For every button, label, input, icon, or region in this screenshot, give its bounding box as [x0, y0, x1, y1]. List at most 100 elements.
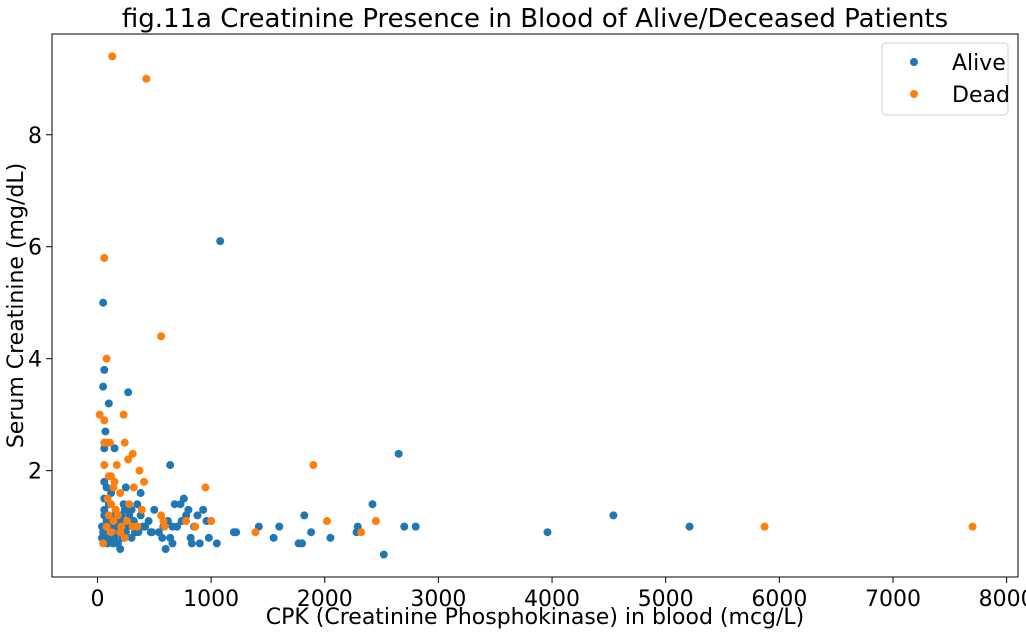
- y-tick-label: 8: [28, 124, 42, 149]
- data-point-dead: [107, 500, 116, 509]
- data-point-alive: [232, 528, 241, 537]
- plot-area-frame: [51, 33, 1019, 578]
- data-point-alive: [195, 539, 204, 548]
- data-point-dead: [182, 517, 191, 526]
- data-point-alive: [124, 388, 133, 397]
- data-point-alive: [133, 500, 142, 509]
- legend: Alive Dead: [881, 42, 1010, 116]
- data-point-dead: [113, 511, 122, 520]
- data-point-alive: [298, 539, 307, 548]
- data-point-alive: [187, 539, 196, 548]
- x-tick-label: 8000: [979, 587, 1026, 612]
- data-point-alive: [275, 522, 284, 531]
- data-point-alive: [150, 505, 159, 514]
- data-point-dead: [120, 438, 129, 447]
- data-point-dead: [102, 522, 111, 531]
- data-point-alive: [144, 517, 153, 526]
- data-point-dead: [128, 449, 137, 458]
- data-point-dead: [125, 500, 134, 509]
- y-axis-title: Serum Creatinine (mg/dL): [4, 163, 29, 448]
- data-point-dead: [100, 253, 109, 262]
- data-point-alive: [193, 511, 202, 520]
- data-point-dead: [357, 528, 366, 537]
- data-point-dead: [129, 483, 138, 492]
- series-dead: [95, 52, 977, 548]
- data-point-alive: [120, 505, 129, 514]
- y-axis: 2 4 6 8: [28, 124, 52, 485]
- data-point-dead: [251, 528, 260, 537]
- data-point-alive: [685, 522, 694, 531]
- data-point-alive: [109, 539, 118, 548]
- data-point-dead: [371, 517, 380, 526]
- data-point-alive: [411, 522, 420, 531]
- data-point-dead: [108, 52, 117, 61]
- series-alive: [98, 237, 694, 559]
- data-point-alive: [300, 511, 309, 520]
- data-point-dead: [116, 489, 125, 498]
- x-tick-label: 7000: [865, 587, 921, 612]
- data-point-alive: [110, 444, 119, 453]
- x-tick-label: 4000: [524, 587, 580, 612]
- data-point-dead: [135, 466, 144, 475]
- data-point-dead: [137, 505, 146, 514]
- data-point-alive: [394, 449, 403, 458]
- data-point-alive: [99, 382, 108, 391]
- data-point-dead: [116, 528, 125, 537]
- data-point-dead: [157, 332, 166, 341]
- data-point-dead: [100, 461, 109, 470]
- data-point-alive: [99, 298, 108, 307]
- y-tick-label: 2: [28, 460, 42, 485]
- data-point-alive: [269, 533, 278, 542]
- data-point-dead: [142, 74, 151, 83]
- x-tick-label: 6000: [751, 587, 807, 612]
- data-point-alive: [123, 522, 132, 531]
- data-point-dead: [123, 517, 132, 526]
- data-point-dead: [105, 438, 114, 447]
- data-point-dead: [140, 477, 149, 486]
- data-point-alive: [182, 511, 191, 520]
- data-point-alive: [216, 237, 225, 246]
- y-tick-label: 6: [28, 236, 42, 261]
- data-point-alive: [168, 539, 177, 548]
- data-point-dead: [760, 522, 769, 531]
- data-point-alive: [199, 505, 208, 514]
- data-point-dead: [102, 354, 111, 363]
- data-point-alive: [212, 539, 221, 548]
- data-point-alive: [136, 489, 145, 498]
- x-tick-label: 0: [90, 587, 104, 612]
- data-point-alive: [170, 500, 179, 509]
- data-point-dead: [100, 416, 109, 425]
- y-tick-label: 4: [28, 348, 42, 373]
- data-point-alive: [100, 365, 109, 374]
- data-point-alive: [158, 533, 167, 542]
- data-point-alive: [379, 550, 388, 559]
- legend-marker-dead: [910, 90, 918, 98]
- data-point-alive: [204, 533, 213, 542]
- data-point-dead: [120, 533, 129, 542]
- data-point-dead: [109, 517, 118, 526]
- x-tick-label: 2000: [297, 587, 353, 612]
- data-point-alive: [121, 483, 130, 492]
- data-point-dead: [104, 511, 113, 520]
- data-point-dead: [99, 539, 108, 548]
- data-point-alive: [609, 511, 618, 520]
- x-tick-label: 5000: [638, 587, 694, 612]
- x-axis-title: CPK (Creatinine Phosphokinase) in blood …: [266, 605, 805, 630]
- x-tick-label: 3000: [410, 587, 466, 612]
- legend-marker-alive: [910, 58, 918, 66]
- data-point-alive: [168, 522, 177, 531]
- data-point-dead: [968, 522, 977, 531]
- data-point-alive: [148, 528, 157, 537]
- data-point-alive: [104, 399, 113, 408]
- data-point-alive: [368, 500, 377, 509]
- data-point-dead: [201, 483, 210, 492]
- data-point-dead: [119, 410, 128, 419]
- points-layer: [95, 52, 977, 559]
- data-point-dead: [207, 517, 216, 526]
- data-point-alive: [101, 427, 110, 436]
- data-point-dead: [191, 522, 200, 531]
- data-point-dead: [95, 410, 104, 419]
- data-point-dead: [112, 461, 121, 470]
- data-point-alive: [116, 545, 125, 554]
